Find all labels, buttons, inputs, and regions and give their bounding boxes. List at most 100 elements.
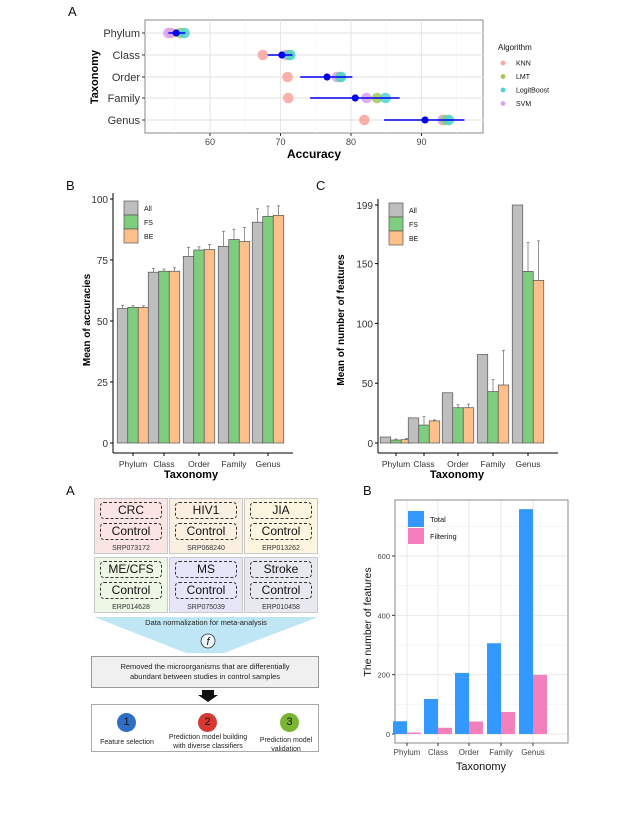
- x-tick-label: Genus: [521, 748, 545, 757]
- y-tick-label: 200: [377, 671, 390, 680]
- x-tick-label: Class: [153, 459, 174, 469]
- legend-label: KNN: [516, 61, 531, 68]
- y-axis-label: Mean of number of features: [336, 254, 347, 386]
- y-tick-label: Family: [108, 93, 141, 105]
- y-axis-label: Mean of accuracies: [82, 273, 93, 366]
- legend-label: LogitBoost: [516, 88, 549, 95]
- accession-label: ERP014628: [112, 604, 150, 611]
- features-filtering-bar-chart: B 0 200 400 600 Phylum Class Order Family Genus T…: [362, 483, 569, 773]
- bar-all: [407, 417, 420, 444]
- x-tick-label: Order: [447, 459, 469, 469]
- removed-text-line2: abundant between studies in control samp…: [129, 672, 281, 681]
- study-box: JIA Control ERP013262: [244, 498, 318, 554]
- step-2-label-line1: Prediction model building: [168, 734, 248, 741]
- bar-all: [441, 392, 454, 444]
- bar-all: [217, 245, 230, 444]
- panel-label-a-top: A: [68, 4, 77, 19]
- mean-point: [172, 29, 180, 37]
- bar-fs: [522, 271, 534, 444]
- removed-text-line1: Removed the microorganisms that are diff…: [120, 662, 290, 671]
- accession-label: SRP073172: [112, 545, 150, 552]
- bar-filtering: [469, 721, 483, 734]
- x-tick-label: Class: [428, 748, 448, 757]
- mean-point: [323, 73, 331, 81]
- y-tick-label: 100: [356, 319, 373, 330]
- y-tick-label: 600: [377, 552, 390, 561]
- control-label: Control: [175, 523, 237, 540]
- x-tick-label: 60: [205, 137, 215, 147]
- bar-be: [137, 306, 150, 444]
- bar-filtering: [438, 727, 452, 734]
- x-tick-label: Phylum: [382, 459, 410, 469]
- legend-swatch-be: [123, 228, 139, 244]
- bar-be: [532, 279, 545, 444]
- bar-all: [511, 204, 524, 444]
- bar-total: [455, 672, 469, 734]
- y-tick-label: 0: [386, 730, 390, 739]
- legend-swatch-fs: [388, 216, 404, 232]
- point-knn: [257, 49, 269, 61]
- bar-all: [116, 308, 129, 444]
- y-tick-label: Phylum: [103, 28, 140, 40]
- bar-be: [428, 420, 441, 444]
- pipeline-steps-box: 1 2 3 Feature selection Prediction model…: [91, 704, 319, 753]
- bar-total: [487, 643, 501, 734]
- bar-all: [476, 354, 489, 444]
- disease-label: HIV1: [175, 502, 237, 519]
- control-label: Control: [250, 523, 312, 540]
- accession-label: SRP068240: [187, 545, 225, 552]
- disease-label: MS: [175, 561, 237, 578]
- accuracy-dot-chart: A Phylum Class Order Family Genus 60 70 80 90 A…: [68, 4, 549, 161]
- legend-swatch-lmt: [500, 74, 506, 79]
- legend-label: All: [144, 206, 152, 213]
- step-3-label-line2: validation: [271, 746, 301, 753]
- disease-label: CRC: [100, 502, 162, 519]
- removed-microorganisms-box: Removed the microorganisms that are diff…: [91, 656, 319, 688]
- bar-total: [519, 509, 533, 734]
- y-tick-label: Class: [112, 50, 140, 62]
- x-tick-label: 80: [346, 137, 356, 147]
- x-tick-label: Order: [188, 459, 210, 469]
- legend-label: SVM: [516, 101, 531, 108]
- y-tick-label: 0: [102, 439, 108, 450]
- bar-fs: [262, 215, 274, 444]
- disease-label: JIA: [250, 502, 312, 519]
- x-tick-label: Phylum: [394, 748, 421, 757]
- study-box: MS Control SRP075039: [169, 557, 243, 613]
- accession-label: ERP010458: [262, 604, 300, 611]
- x-tick-label: Family: [221, 459, 247, 469]
- bar-fs: [418, 424, 430, 444]
- step-1-label-line1: Feature selection: [100, 739, 154, 746]
- x-tick-label: Family: [480, 459, 506, 469]
- mean-point: [351, 94, 359, 102]
- bar-be: [497, 384, 510, 444]
- x-tick-label: Genus: [515, 459, 540, 469]
- legend-swatch-total: [408, 511, 424, 527]
- legend-label: Filtering: [430, 532, 457, 541]
- y-tick-label: 75: [97, 256, 109, 267]
- bar-filtering: [533, 674, 547, 734]
- x-tick-label: Family: [489, 748, 513, 757]
- point-knn: [359, 114, 370, 126]
- bar-fs: [127, 306, 139, 444]
- legend-label: Total: [430, 515, 446, 524]
- bar-fs: [193, 249, 205, 444]
- y-tick-label: 150: [356, 260, 373, 271]
- x-axis-label: Taxonomy: [164, 469, 219, 481]
- x-tick-label: Class: [413, 459, 434, 469]
- bar-all: [379, 436, 392, 444]
- step-1-label: Feature selection: [94, 738, 160, 747]
- legend-title: Algorithm: [498, 43, 532, 52]
- legend-swatch-svm: [500, 101, 506, 106]
- y-tick-label: 100: [91, 195, 108, 206]
- accuracy-bar-chart: B 0 25 50 75 100 Phylum Class Order Family Genus A…: [66, 178, 293, 481]
- y-tick-label: Genus: [108, 115, 141, 127]
- normalization-label: Data normalization for meta-analysis: [145, 618, 267, 627]
- y-tick-label: 400: [377, 611, 390, 620]
- step-1-badge: 1: [117, 713, 136, 732]
- bar-all: [182, 255, 195, 444]
- bar-fs: [228, 239, 240, 444]
- x-tick-label: 90: [416, 137, 426, 147]
- disease-label: Stroke: [250, 561, 312, 578]
- bar-total: [424, 698, 438, 734]
